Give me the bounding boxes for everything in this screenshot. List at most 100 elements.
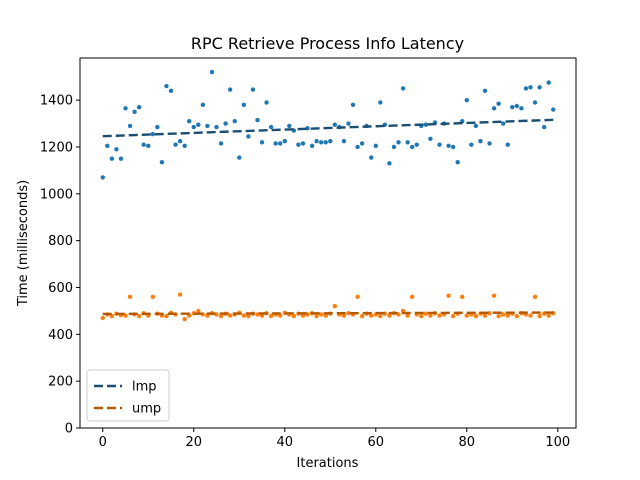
data-point (168, 88, 174, 93)
data-point (464, 313, 469, 318)
data-point (437, 313, 442, 318)
data-point (164, 313, 169, 319)
data-point (314, 313, 319, 319)
chart-title: RPC Retrieve Process Info Latency (191, 34, 464, 53)
data-point (127, 123, 133, 129)
data-point (378, 100, 383, 105)
data-point (405, 313, 410, 318)
y-tick-label: 800 (48, 234, 73, 249)
data-point (264, 100, 269, 105)
data-point (419, 313, 424, 319)
x-tick-label: 100 (545, 435, 570, 450)
data-point (473, 313, 479, 319)
data-point (155, 124, 160, 130)
series-ump (100, 292, 556, 322)
data-point (446, 293, 451, 298)
data-point (150, 294, 156, 300)
data-point (118, 156, 124, 161)
y-tick-label: 1400 (40, 94, 73, 109)
data-point (378, 313, 383, 319)
x-tick-label: 80 (459, 435, 476, 450)
data-point (268, 124, 274, 130)
data-point (528, 85, 533, 90)
data-point (510, 104, 515, 110)
data-point (391, 144, 397, 150)
y-tick-label: 200 (48, 375, 73, 390)
data-point (164, 83, 169, 89)
y-tick-label: 1200 (40, 140, 73, 155)
data-point (500, 121, 506, 126)
x-axis-label: Iterations (297, 456, 359, 471)
data-point (405, 140, 410, 145)
data-point (373, 143, 378, 149)
data-point (551, 107, 556, 112)
data-point (496, 101, 501, 106)
data-point (328, 138, 333, 144)
data-point (450, 313, 456, 319)
data-point (173, 142, 178, 147)
data-point (177, 138, 183, 144)
data-point (455, 160, 460, 165)
x-tick-label: 20 (185, 435, 202, 450)
data-point (136, 313, 142, 319)
data-point (105, 143, 110, 149)
data-point (100, 175, 105, 180)
data-point (218, 141, 224, 146)
legend-label: ump (132, 402, 161, 417)
data-point (369, 313, 374, 318)
data-point (237, 155, 242, 160)
data-point (136, 104, 142, 110)
series-lmp (100, 69, 556, 180)
data-point (177, 292, 183, 297)
data-point (537, 313, 542, 319)
data-point (350, 102, 356, 108)
data-point (482, 313, 488, 318)
legend: lmp ump (86, 369, 170, 422)
data-point (546, 313, 551, 318)
data-point (496, 313, 501, 319)
data-point (241, 313, 247, 318)
data-point (359, 141, 365, 146)
data-point (396, 140, 401, 145)
data-point (278, 141, 283, 146)
data-point (323, 313, 328, 318)
y-tick-label: 400 (48, 328, 73, 343)
data-point (255, 117, 260, 123)
data-point (227, 87, 233, 92)
data-point (409, 144, 415, 150)
data-point (282, 138, 287, 144)
data-point (469, 142, 474, 147)
data-point (355, 144, 360, 150)
data-point (541, 124, 547, 130)
trend-line-ump (102, 311, 554, 316)
data-point (227, 313, 233, 318)
legend-label: lmp (132, 380, 157, 395)
data-point (250, 87, 256, 92)
data-point (387, 313, 392, 318)
data-point (318, 312, 324, 317)
data-point (341, 313, 347, 318)
data-point (141, 142, 146, 147)
data-point (500, 312, 506, 317)
data-point (159, 160, 165, 165)
data-point (346, 121, 351, 126)
data-point (241, 102, 247, 108)
data-point (146, 143, 151, 149)
data-point (346, 311, 351, 316)
data-point (423, 311, 429, 316)
data-point (532, 294, 538, 300)
data-point (182, 143, 187, 149)
data-point (114, 147, 119, 152)
data-point (464, 97, 469, 103)
plot-frame (79, 57, 577, 429)
data-point (246, 313, 251, 319)
data-point (446, 143, 451, 149)
trend-line-lmp (102, 118, 554, 138)
data-point (300, 141, 306, 146)
data-point (323, 140, 328, 145)
data-point (314, 138, 319, 144)
data-point (387, 161, 392, 166)
y-tick-label: 1000 (40, 187, 73, 202)
data-point (487, 141, 492, 146)
data-point (491, 106, 497, 111)
